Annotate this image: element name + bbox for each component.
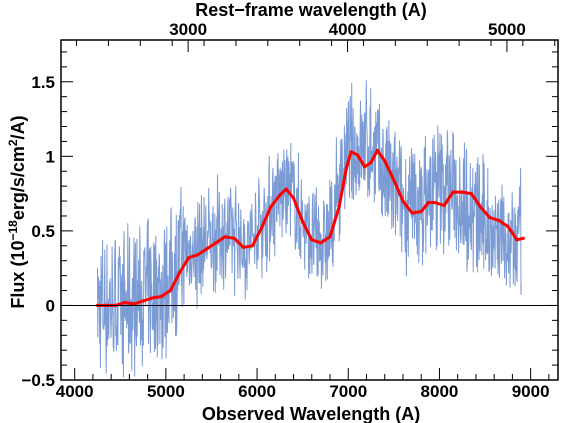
y-axis-title-end: /A) — [8, 115, 28, 139]
model-point — [478, 205, 483, 209]
axis-ticks — [61, 40, 558, 381]
top-axis-title: Rest−frame wavelength (A) — [195, 0, 427, 20]
model-point — [260, 226, 264, 230]
spectrum-line — [97, 80, 522, 378]
model-point — [223, 235, 227, 239]
x-axis-title: Observed Wavelength (A) — [202, 404, 420, 423]
plot-frame — [60, 39, 559, 381]
model-point — [363, 165, 367, 169]
model-point — [337, 205, 341, 209]
y-tick-label: −0.5 — [21, 371, 55, 390]
model-point — [469, 192, 473, 196]
model-point — [451, 190, 455, 194]
model-point — [515, 238, 519, 242]
y-axis-title: Flux (10−18erg/s/cm2/A) — [6, 115, 28, 308]
x2-tick-label: 5000 — [488, 20, 526, 39]
model-point — [383, 159, 387, 163]
x2-tick-label: 4000 — [329, 20, 367, 39]
model-point — [410, 211, 414, 215]
y-tick-label: 1.5 — [31, 73, 55, 92]
y-axis-title-exp: −18 — [6, 220, 20, 241]
model-point — [369, 160, 373, 164]
model-point — [506, 224, 510, 228]
model-point — [355, 153, 359, 157]
model-point — [488, 215, 492, 220]
model-point — [168, 288, 172, 293]
model-point — [232, 236, 236, 240]
model-point — [159, 294, 163, 299]
model-point — [497, 218, 501, 222]
model-point — [214, 241, 218, 245]
x-tick-label: 9000 — [512, 382, 550, 401]
model-point — [319, 241, 323, 245]
model-point — [132, 302, 136, 306]
model-point — [442, 203, 446, 208]
y-axis-title-exp2: 2 — [6, 139, 20, 146]
model-point — [310, 238, 314, 242]
spectrum-series — [97, 80, 522, 378]
model-point — [349, 150, 353, 154]
x-tick-label: 7000 — [329, 382, 367, 401]
model-point — [178, 271, 182, 275]
model-point — [150, 296, 154, 300]
model-point — [269, 205, 273, 209]
model-point — [205, 247, 209, 251]
x-tick-label: 8000 — [421, 382, 459, 401]
model-point — [328, 235, 332, 239]
model-point — [284, 187, 288, 191]
model-point — [250, 244, 255, 248]
y-axis-title-units: erg/s/cm — [8, 146, 28, 220]
y-tick-label: 0.5 — [31, 222, 55, 241]
model-point — [301, 220, 305, 224]
model-series — [95, 148, 525, 307]
model-point — [419, 209, 423, 214]
model-point — [392, 178, 396, 182]
y-tick-label: 0 — [46, 296, 55, 315]
model-point — [123, 300, 127, 305]
x-tick-label: 6000 — [238, 382, 276, 401]
model-point — [241, 245, 245, 249]
model-point — [196, 253, 200, 257]
y-axis-title-main: Flux (10 — [8, 241, 28, 309]
model-point — [187, 256, 191, 260]
model-point — [375, 148, 379, 152]
model-point — [344, 166, 348, 170]
y-tick-label: 1 — [46, 147, 55, 166]
model-point — [278, 193, 282, 197]
model-point — [291, 196, 296, 200]
x2-tick-label: 3000 — [169, 20, 207, 39]
model-point — [401, 199, 405, 203]
model-point — [433, 200, 437, 205]
model-point — [426, 200, 431, 205]
axis-tick-labels: 4000 5000 6000 7000 8000 9000 3000 4000 5000 −0.5… — [21, 20, 549, 401]
model-point — [460, 190, 464, 194]
model-point — [141, 299, 145, 303]
x-tick-label: 5000 — [147, 382, 185, 401]
x-tick-label: 4000 — [56, 382, 94, 401]
model-point — [521, 236, 525, 240]
